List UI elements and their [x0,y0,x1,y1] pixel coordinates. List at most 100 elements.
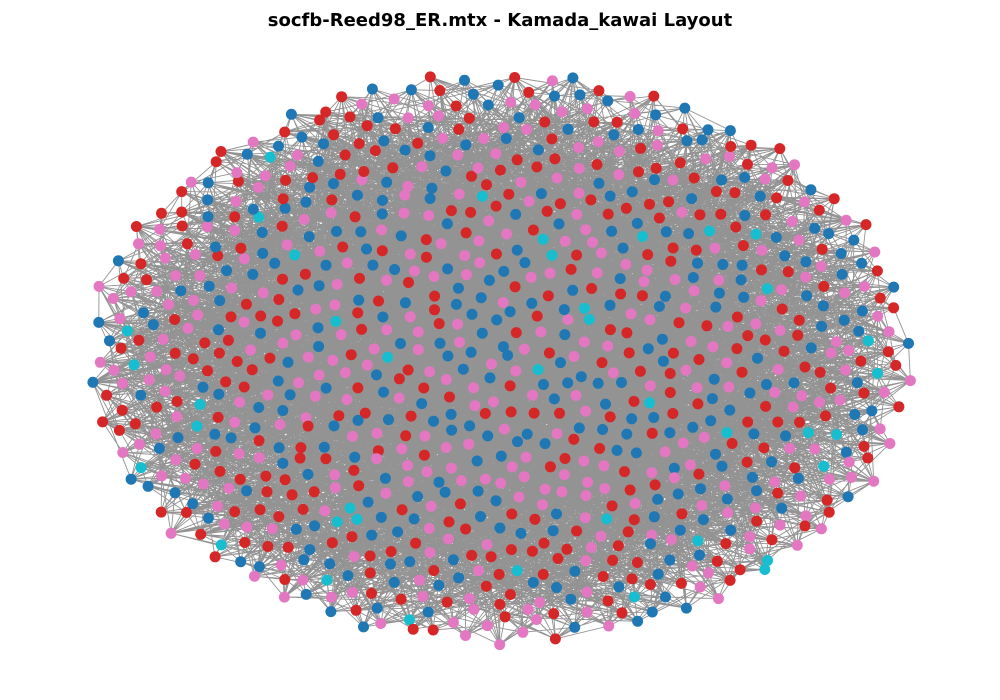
graph-node [293,377,304,389]
graph-node [581,103,593,115]
graph-node [787,401,799,413]
graph-node [395,338,406,349]
graph-node [498,423,510,435]
graph-node [405,410,417,422]
graph-node [788,377,800,389]
graph-node [862,452,874,464]
graph-node [320,106,332,118]
graph-node [346,586,358,598]
graph-node [843,456,855,468]
graph-node [492,79,504,91]
graph-node [750,318,762,330]
graph-node [561,543,573,555]
graph-node [711,555,723,567]
graph-node [312,322,324,334]
graph-node [337,241,349,253]
graph-node [735,274,747,286]
graph-node [460,630,471,641]
graph-node [754,190,766,202]
graph-node [537,499,548,511]
graph-node [294,452,306,464]
graph-node [515,527,527,539]
graph-node [304,181,316,193]
graph-node [744,543,756,555]
graph-node [673,317,685,329]
graph-node [388,576,400,588]
graph-node [774,325,786,336]
graph-node [326,537,338,549]
graph-node [292,284,304,296]
graph-node [488,396,499,408]
graph-node [253,561,265,573]
graph-node [858,440,870,452]
graph-node [230,195,242,207]
graph-node [349,211,361,223]
graph-node [215,146,227,157]
graph-node [571,249,583,261]
node-layer [87,71,916,651]
graph-node [309,390,321,402]
graph-node [465,346,477,358]
graph-node [495,477,507,489]
graph-node [114,313,126,325]
graph-node [789,159,800,171]
graph-node [359,407,371,419]
graph-node [308,486,320,498]
graph-node [300,412,312,424]
graph-node [616,377,627,388]
graph-node [107,292,119,304]
graph-node [855,355,867,367]
graph-node [587,236,598,248]
graph-node [669,274,681,285]
graph-node [504,380,516,392]
graph-node [692,257,703,269]
graph-node [868,475,880,487]
graph-node [567,284,579,296]
graph-node [644,579,656,590]
graph-node [612,540,624,552]
graph-node [578,455,590,467]
graph-node [142,480,154,492]
graph-node [325,606,337,618]
graph-node [276,220,288,232]
graph-node [482,99,494,111]
graph-node [402,460,413,471]
graph-node [262,541,274,552]
graph-node [443,516,455,528]
graph-node [595,530,607,542]
graph-node [179,472,191,484]
graph-node [116,404,128,416]
graph-node [602,595,614,607]
graph-node [220,376,232,388]
graph-node [725,141,737,152]
graph-node [362,496,374,508]
graph-node [191,443,203,455]
graph-node [518,343,530,355]
graph-node [849,409,861,420]
graph-node [212,500,224,512]
graph-node [493,568,505,580]
graph-node [526,297,538,309]
graph-node [903,337,914,349]
graph-node [302,468,314,480]
graph-node [498,122,510,133]
graph-node [433,476,445,488]
graph-node [509,281,521,293]
graph-node [760,379,772,390]
graph-node [635,142,647,154]
graph-node [532,144,544,156]
graph-node [730,221,742,233]
graph-node [460,139,472,151]
graph-node [504,306,516,318]
graph-node [531,161,543,173]
graph-node [638,276,650,288]
graph-node [551,582,562,593]
graph-node [424,71,436,83]
graph-node [835,248,847,259]
graph-node [282,356,294,368]
graph-node [599,483,611,495]
graph-node [494,164,506,176]
graph-node [353,294,365,306]
graph-node [580,555,592,567]
graph-node [387,162,399,174]
